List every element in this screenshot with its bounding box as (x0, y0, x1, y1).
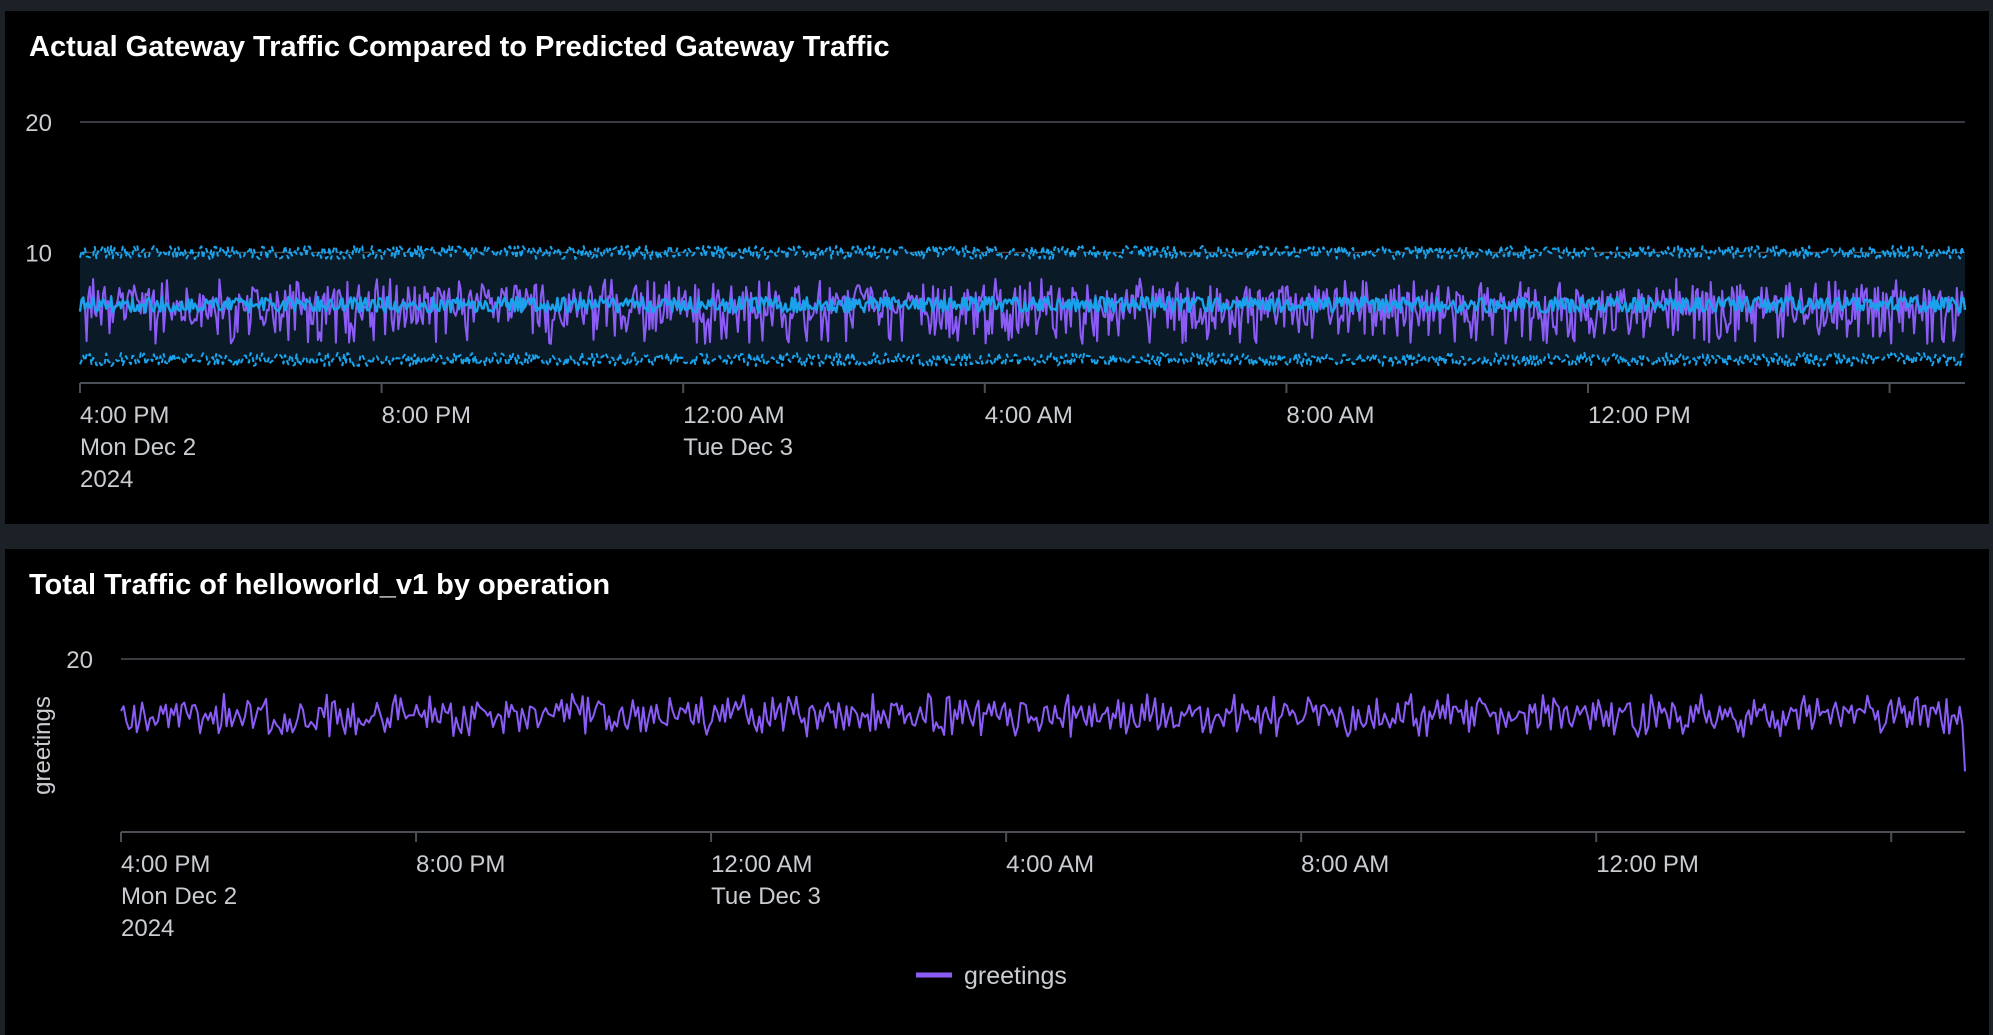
series-line-upper (79, 245, 1966, 260)
y-tick-label: 20 (25, 110, 52, 137)
series-line-actual (79, 277, 1966, 345)
x-tick-label: 12:00 AM (711, 851, 812, 878)
x-tick-label: Mon Dec 2 (121, 883, 237, 910)
y-tick-label: 10 (25, 241, 52, 268)
chart-area: 20 4:00 PM Mon Dec 2 2024 8:00 PM 12:00 AM Tue… (29, 647, 1966, 990)
x-tick-label: Tue Dec 3 (711, 883, 821, 910)
y-tick-label: 20 (66, 647, 93, 674)
x-tick-label: 8:00 AM (1301, 851, 1389, 878)
chart-title: Total Traffic of helloworld_v1 by operat… (29, 569, 611, 601)
series-line-predicted (78, 295, 1967, 314)
series-line-greetings (120, 692, 1966, 772)
chart-panel-total-traffic: Total Traffic of helloworld_v1 by operat… (5, 549, 1989, 1035)
x-tick-label: 8:00 PM (416, 851, 505, 878)
x-tick-label: 12:00 PM (1596, 851, 1699, 878)
x-tick-label: 4:00 AM (985, 402, 1073, 429)
y-axis-title: greetings (29, 696, 56, 795)
series-line-lower (79, 352, 1966, 367)
x-tick-label: 12:00 AM (683, 402, 784, 429)
x-tick-label: 2024 (121, 915, 174, 942)
chart-panel-actual-vs-predicted: Actual Gateway Traffic Compared to Predi… (5, 11, 1989, 524)
x-tick-label: 4:00 AM (1006, 851, 1094, 878)
x-tick-label: 12:00 PM (1588, 402, 1691, 429)
x-tick-label: Mon Dec 2 (80, 434, 196, 461)
legend-label: greetings (964, 962, 1067, 990)
x-tick-label: 8:00 AM (1286, 402, 1374, 429)
chart-title: Actual Gateway Traffic Compared to Predi… (29, 31, 890, 63)
x-tick-label: 4:00 PM (121, 851, 210, 878)
x-tick-label: 4:00 PM (80, 402, 169, 429)
chart-area: 10 20 4:00 PM Mon Dec 2 2024 8:00 PM 12:00 AM T… (25, 110, 1967, 493)
x-tick-label: Tue Dec 3 (683, 434, 793, 461)
x-tick-label: 2024 (80, 466, 133, 493)
x-tick-label: 8:00 PM (382, 402, 471, 429)
